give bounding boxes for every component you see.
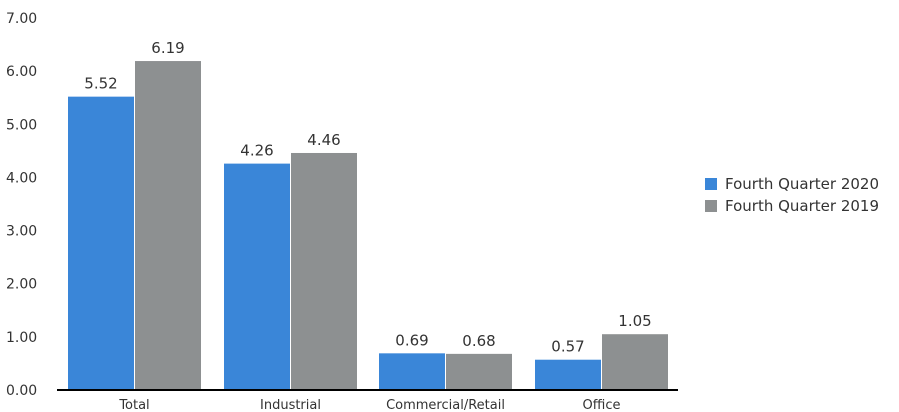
data-label: 4.46 — [307, 131, 340, 149]
legend-swatch — [705, 178, 717, 190]
x-category-label: Total — [118, 398, 149, 412]
bar-series-2 — [446, 353, 512, 390]
x-category-label: Commercial/Retail — [386, 398, 505, 412]
y-axis: 0.00 1.00 2.00 3.00 4.00 5.00 6.00 7.00 — [6, 11, 37, 399]
legend-label: Fourth Quarter 2020 — [725, 175, 879, 193]
bar-series-1 — [379, 353, 445, 390]
data-label: 0.57 — [551, 338, 584, 356]
y-tick-label: 4.00 — [6, 170, 37, 186]
bar-series-2 — [602, 334, 668, 390]
legend: Fourth Quarter 2020 Fourth Quarter 2019 — [705, 175, 879, 215]
y-tick-label: 2.00 — [6, 277, 37, 293]
bar-series-1 — [68, 96, 134, 390]
bar-series-1 — [535, 359, 601, 390]
y-tick-label: 5.00 — [6, 117, 37, 133]
bar-series-2 — [135, 61, 201, 390]
y-tick-label: 6.00 — [6, 64, 37, 80]
x-category-label: Industrial — [260, 398, 321, 412]
data-labels: 5.52 6.19 4.26 4.46 0.69 0.68 0.57 1.05 — [84, 39, 651, 356]
data-label: 1.05 — [618, 312, 651, 330]
x-category-label: Office — [583, 398, 621, 412]
y-tick-label: 0.00 — [6, 383, 37, 399]
bar-series-1 — [224, 163, 290, 390]
bar-series-2 — [291, 152, 357, 390]
y-tick-label: 1.00 — [6, 330, 37, 346]
legend-label: Fourth Quarter 2019 — [725, 197, 879, 215]
x-axis: Total Industrial Commercial/Retail Office — [57, 389, 678, 412]
y-tick-label: 3.00 — [6, 224, 37, 240]
data-label: 0.68 — [462, 332, 495, 350]
data-label: 5.52 — [84, 75, 117, 93]
y-tick-label: 7.00 — [6, 11, 37, 27]
data-label: 6.19 — [151, 39, 184, 57]
legend-swatch — [705, 200, 717, 212]
data-label: 4.26 — [240, 142, 273, 160]
bars — [68, 61, 668, 390]
data-label: 0.69 — [395, 331, 428, 349]
